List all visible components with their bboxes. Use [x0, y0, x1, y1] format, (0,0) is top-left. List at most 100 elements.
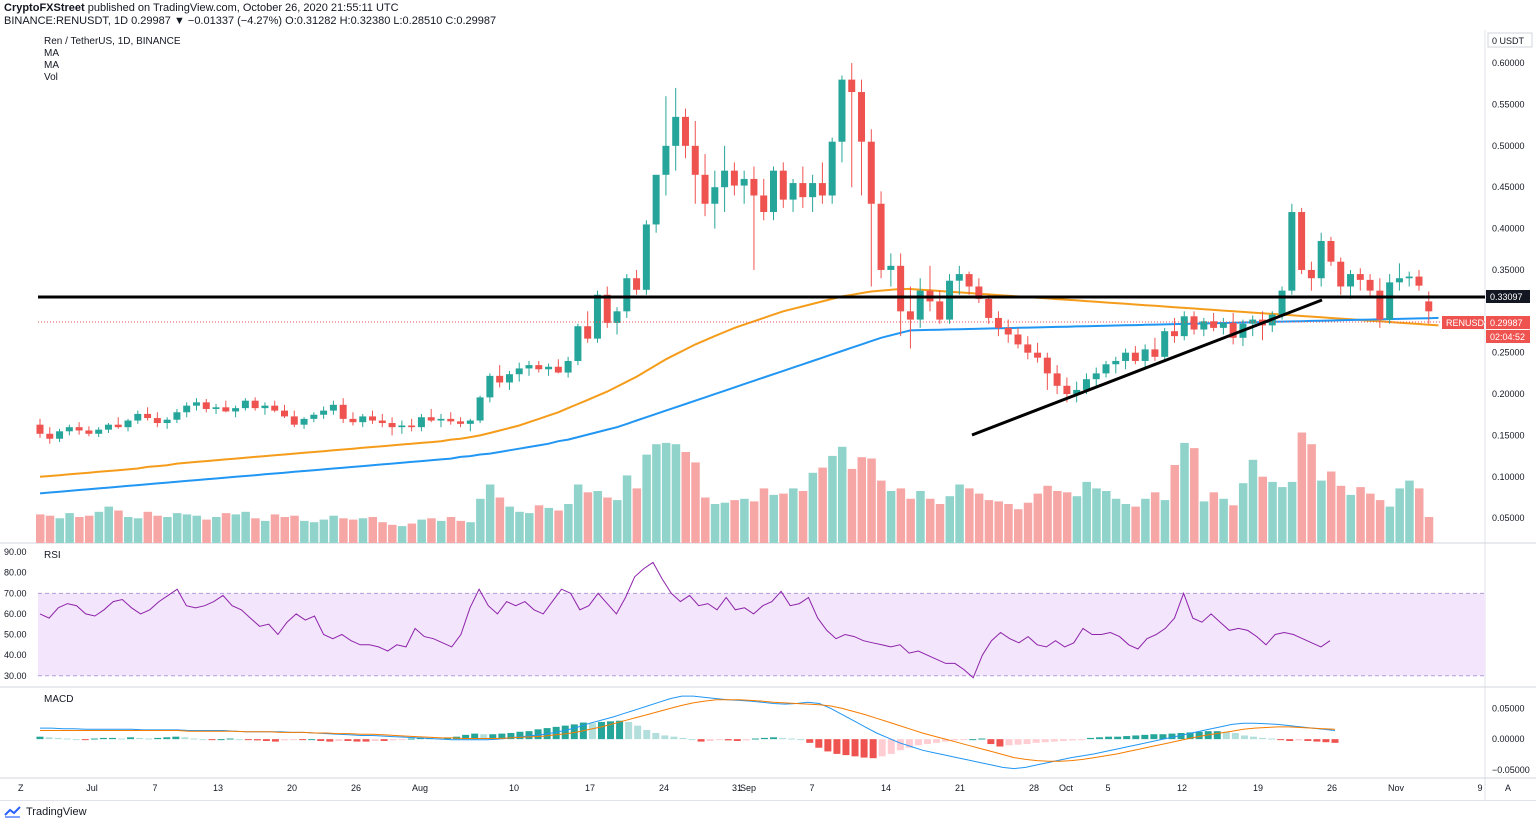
- volume-bar: [241, 511, 250, 543]
- macd-histogram-bar: [607, 721, 615, 740]
- volume-bar: [935, 504, 945, 543]
- publish-header: CryptoFXStreet published on TradingView.…: [4, 2, 1004, 28]
- macd-histogram-bar: [362, 739, 370, 742]
- volume-bar: [681, 452, 690, 543]
- volume-bar: [1121, 504, 1131, 543]
- macd-legend[interactable]: MACD: [44, 694, 73, 705]
- zoom-reset-button[interactable]: Z: [18, 783, 24, 793]
- price-axis-tick: 0.05000: [1492, 513, 1525, 523]
- volume-bar: [192, 515, 201, 543]
- macd-histogram-bar: [1240, 735, 1248, 740]
- currency-label[interactable]: 0 USDT: [1492, 36, 1525, 46]
- macd-histogram-bar: [552, 726, 560, 740]
- volume-bar: [1395, 488, 1404, 543]
- symbol-tag-label: RENUSDT: [1446, 318, 1490, 328]
- volume-bar: [1424, 517, 1434, 543]
- price-pane[interactable]: 0.60000 0.55000 0.50000 0.45000 0.40000 0.350…: [36, 58, 1525, 543]
- macd-histogram-bar: [860, 739, 868, 758]
- volume-bar: [642, 454, 651, 543]
- candle-body: [124, 420, 132, 428]
- candle-body: [740, 178, 748, 186]
- macd-histogram-bar: [380, 739, 388, 741]
- volume-bar: [495, 497, 505, 543]
- candle-body: [525, 365, 533, 369]
- rsi-legend[interactable]: RSI: [44, 550, 61, 561]
- publisher-name[interactable]: CryptoFXStreet: [4, 2, 85, 14]
- macd-histogram-bar: [389, 739, 397, 741]
- volume-bar: [1258, 476, 1267, 543]
- time-axis-tick: 5: [1105, 783, 1110, 793]
- candle-body: [65, 427, 73, 432]
- auto-scale-button[interactable]: A: [1505, 783, 1511, 793]
- macd-histogram-bar: [154, 737, 162, 740]
- candle-body: [85, 430, 93, 434]
- price-axis-tick: 0.40000: [1492, 224, 1525, 234]
- volume-bar: [1102, 491, 1111, 543]
- volume-bar: [1160, 500, 1170, 543]
- ma-legend-2[interactable]: MA: [44, 60, 59, 71]
- candle-body: [691, 145, 699, 175]
- volume-bar: [1092, 488, 1101, 543]
- candle-body: [320, 410, 328, 415]
- volume-bar: [358, 518, 368, 543]
- volume-bar: [749, 501, 759, 543]
- volume-bar: [36, 514, 45, 543]
- macd-histogram-bar: [1213, 731, 1221, 740]
- candle-body: [906, 311, 914, 320]
- macd-histogram-bar: [1222, 731, 1230, 740]
- candle-body: [564, 360, 572, 373]
- macd-histogram-bar: [226, 738, 234, 740]
- candle-body: [388, 423, 396, 428]
- candle-body: [593, 294, 601, 339]
- candle-body: [985, 298, 993, 318]
- time-axis-tick: Jul: [86, 783, 98, 793]
- candle-body: [1024, 344, 1032, 353]
- volume-bar: [153, 515, 162, 543]
- chart-canvas[interactable]: 0.60000 0.55000 0.50000 0.45000 0.40000 0.350…: [0, 0, 1536, 800]
- candle-body: [1053, 373, 1061, 386]
- macd-histogram-bar: [697, 739, 705, 742]
- time-axis-tick: 31: [732, 783, 742, 793]
- candle-body: [642, 224, 650, 290]
- candle-body: [486, 375, 494, 398]
- candle-body: [1425, 301, 1433, 312]
- macd-axis-tick: 0.05000: [1492, 703, 1525, 713]
- volume-bar: [945, 496, 955, 543]
- rsi-line: [39, 561, 1331, 679]
- macd-histogram-bar: [951, 739, 959, 741]
- rsi-axis-tick: 40.00: [4, 650, 27, 660]
- candle-body: [1229, 322, 1237, 338]
- volume-bar: [1229, 505, 1238, 543]
- candle-body: [222, 407, 230, 412]
- volume-bar: [671, 444, 681, 543]
- volume-bar: [515, 511, 524, 543]
- candle-body: [838, 79, 846, 142]
- macd-histogram-bar: [1123, 736, 1131, 740]
- vol-legend[interactable]: Vol: [44, 72, 58, 83]
- candle-body: [1219, 322, 1227, 328]
- ma-legend-1[interactable]: MA: [44, 48, 59, 59]
- volume-bar: [1014, 509, 1023, 543]
- volume-bar: [1307, 444, 1316, 543]
- time-axis-tick: 24: [659, 783, 669, 793]
- macd-histogram-bar: [308, 739, 316, 741]
- macd-pane[interactable]: 0.05000 0.00000 −0.05000: [36, 695, 1530, 775]
- macd-axis-tick: 0.00000: [1492, 734, 1525, 744]
- tradingview-logo[interactable]: TradingView: [4, 806, 87, 818]
- candle-body: [1376, 290, 1384, 320]
- candle-body: [1347, 274, 1355, 287]
- candle-body: [466, 420, 474, 424]
- volume-bar: [1326, 471, 1336, 543]
- volume-bar: [867, 458, 876, 543]
- volume-bar: [730, 500, 739, 543]
- macd-histogram-bar: [842, 739, 850, 756]
- macd-histogram-bar: [1277, 739, 1285, 741]
- candle-body: [1249, 319, 1257, 324]
- volume-bar: [104, 506, 113, 543]
- rsi-pane[interactable]: 90.00 80.00 70.00 60.00 50.00 40.00 30.00: [4, 547, 1485, 681]
- candle-body: [1122, 352, 1130, 361]
- candle-body: [1082, 379, 1090, 390]
- candle-body: [1034, 352, 1042, 358]
- macd-histogram-bar: [887, 739, 895, 754]
